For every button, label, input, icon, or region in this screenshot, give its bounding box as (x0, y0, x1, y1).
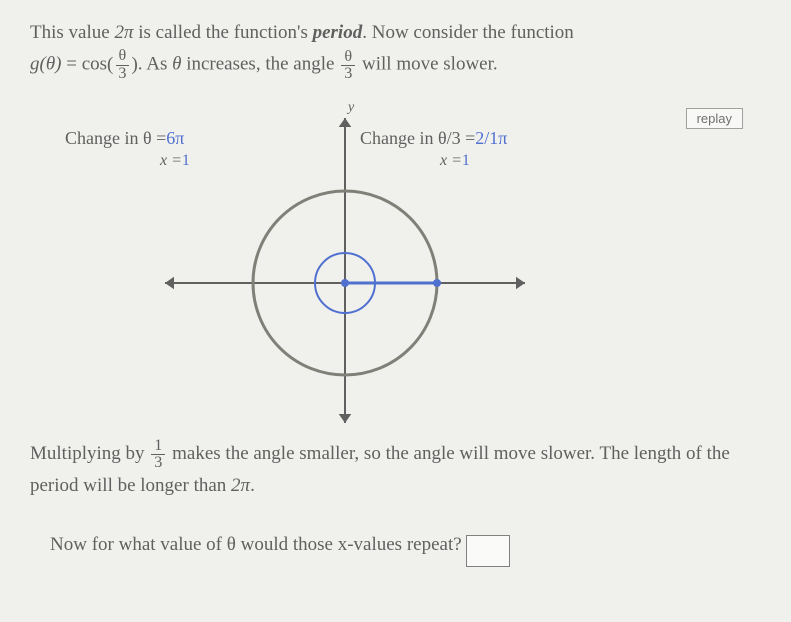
outer-point-dot (433, 279, 441, 287)
center-dot (341, 279, 349, 287)
intro-text-2: is called the function's (133, 22, 312, 43)
frac-den: 3 (115, 66, 129, 82)
frac2-num: θ (341, 49, 355, 66)
intro-text-1: This value (30, 22, 114, 43)
bottom-text-1: Multiplying by (30, 443, 149, 464)
arrow-left-icon (165, 277, 174, 290)
replay-button[interactable]: replay (686, 108, 743, 129)
frac-theta-3: θ3 (115, 48, 129, 81)
bottom-text-3: . (250, 475, 255, 496)
intro-text-3: . Now consider the function (362, 22, 574, 43)
answer-input[interactable] (466, 535, 510, 567)
intro-text-5: increases, the angle (181, 54, 339, 75)
arrow-down-icon (339, 414, 352, 423)
intro-text-4: . As (138, 54, 172, 75)
period-word: period (313, 22, 363, 43)
equals-cos: = cos (62, 54, 108, 75)
g-theta: g(θ) (30, 54, 62, 75)
cos-arg: (θ3) (107, 48, 138, 81)
intro-text-6: will move slower. (357, 54, 497, 75)
frac2-den: 3 (341, 66, 355, 82)
arrow-right-icon (516, 277, 525, 290)
unit-circle-diagram: replay y Change in θ =6π x =1 Change in … (30, 100, 761, 430)
question-row: Now for what value of θ would those x-va… (30, 529, 761, 561)
change-theta-pre: Change in θ = (65, 128, 166, 148)
two-pi: 2π (114, 22, 133, 43)
frac-num: θ (116, 48, 130, 65)
frac-one-third: 13 (151, 438, 165, 471)
bottom-two-pi: 2π (231, 475, 250, 496)
intro-paragraph: This value 2π is called the function's p… (30, 18, 761, 82)
bottom-frac-num: 1 (151, 438, 165, 455)
explanation-paragraph: Multiplying by 13 makes the angle smalle… (30, 438, 761, 501)
question-text: Now for what value of θ would those x-va… (50, 534, 462, 556)
frac-theta-3b: θ3 (341, 49, 355, 82)
bottom-frac-den: 3 (151, 455, 165, 471)
circle-svg (160, 108, 530, 428)
arrow-up-icon (339, 118, 352, 127)
